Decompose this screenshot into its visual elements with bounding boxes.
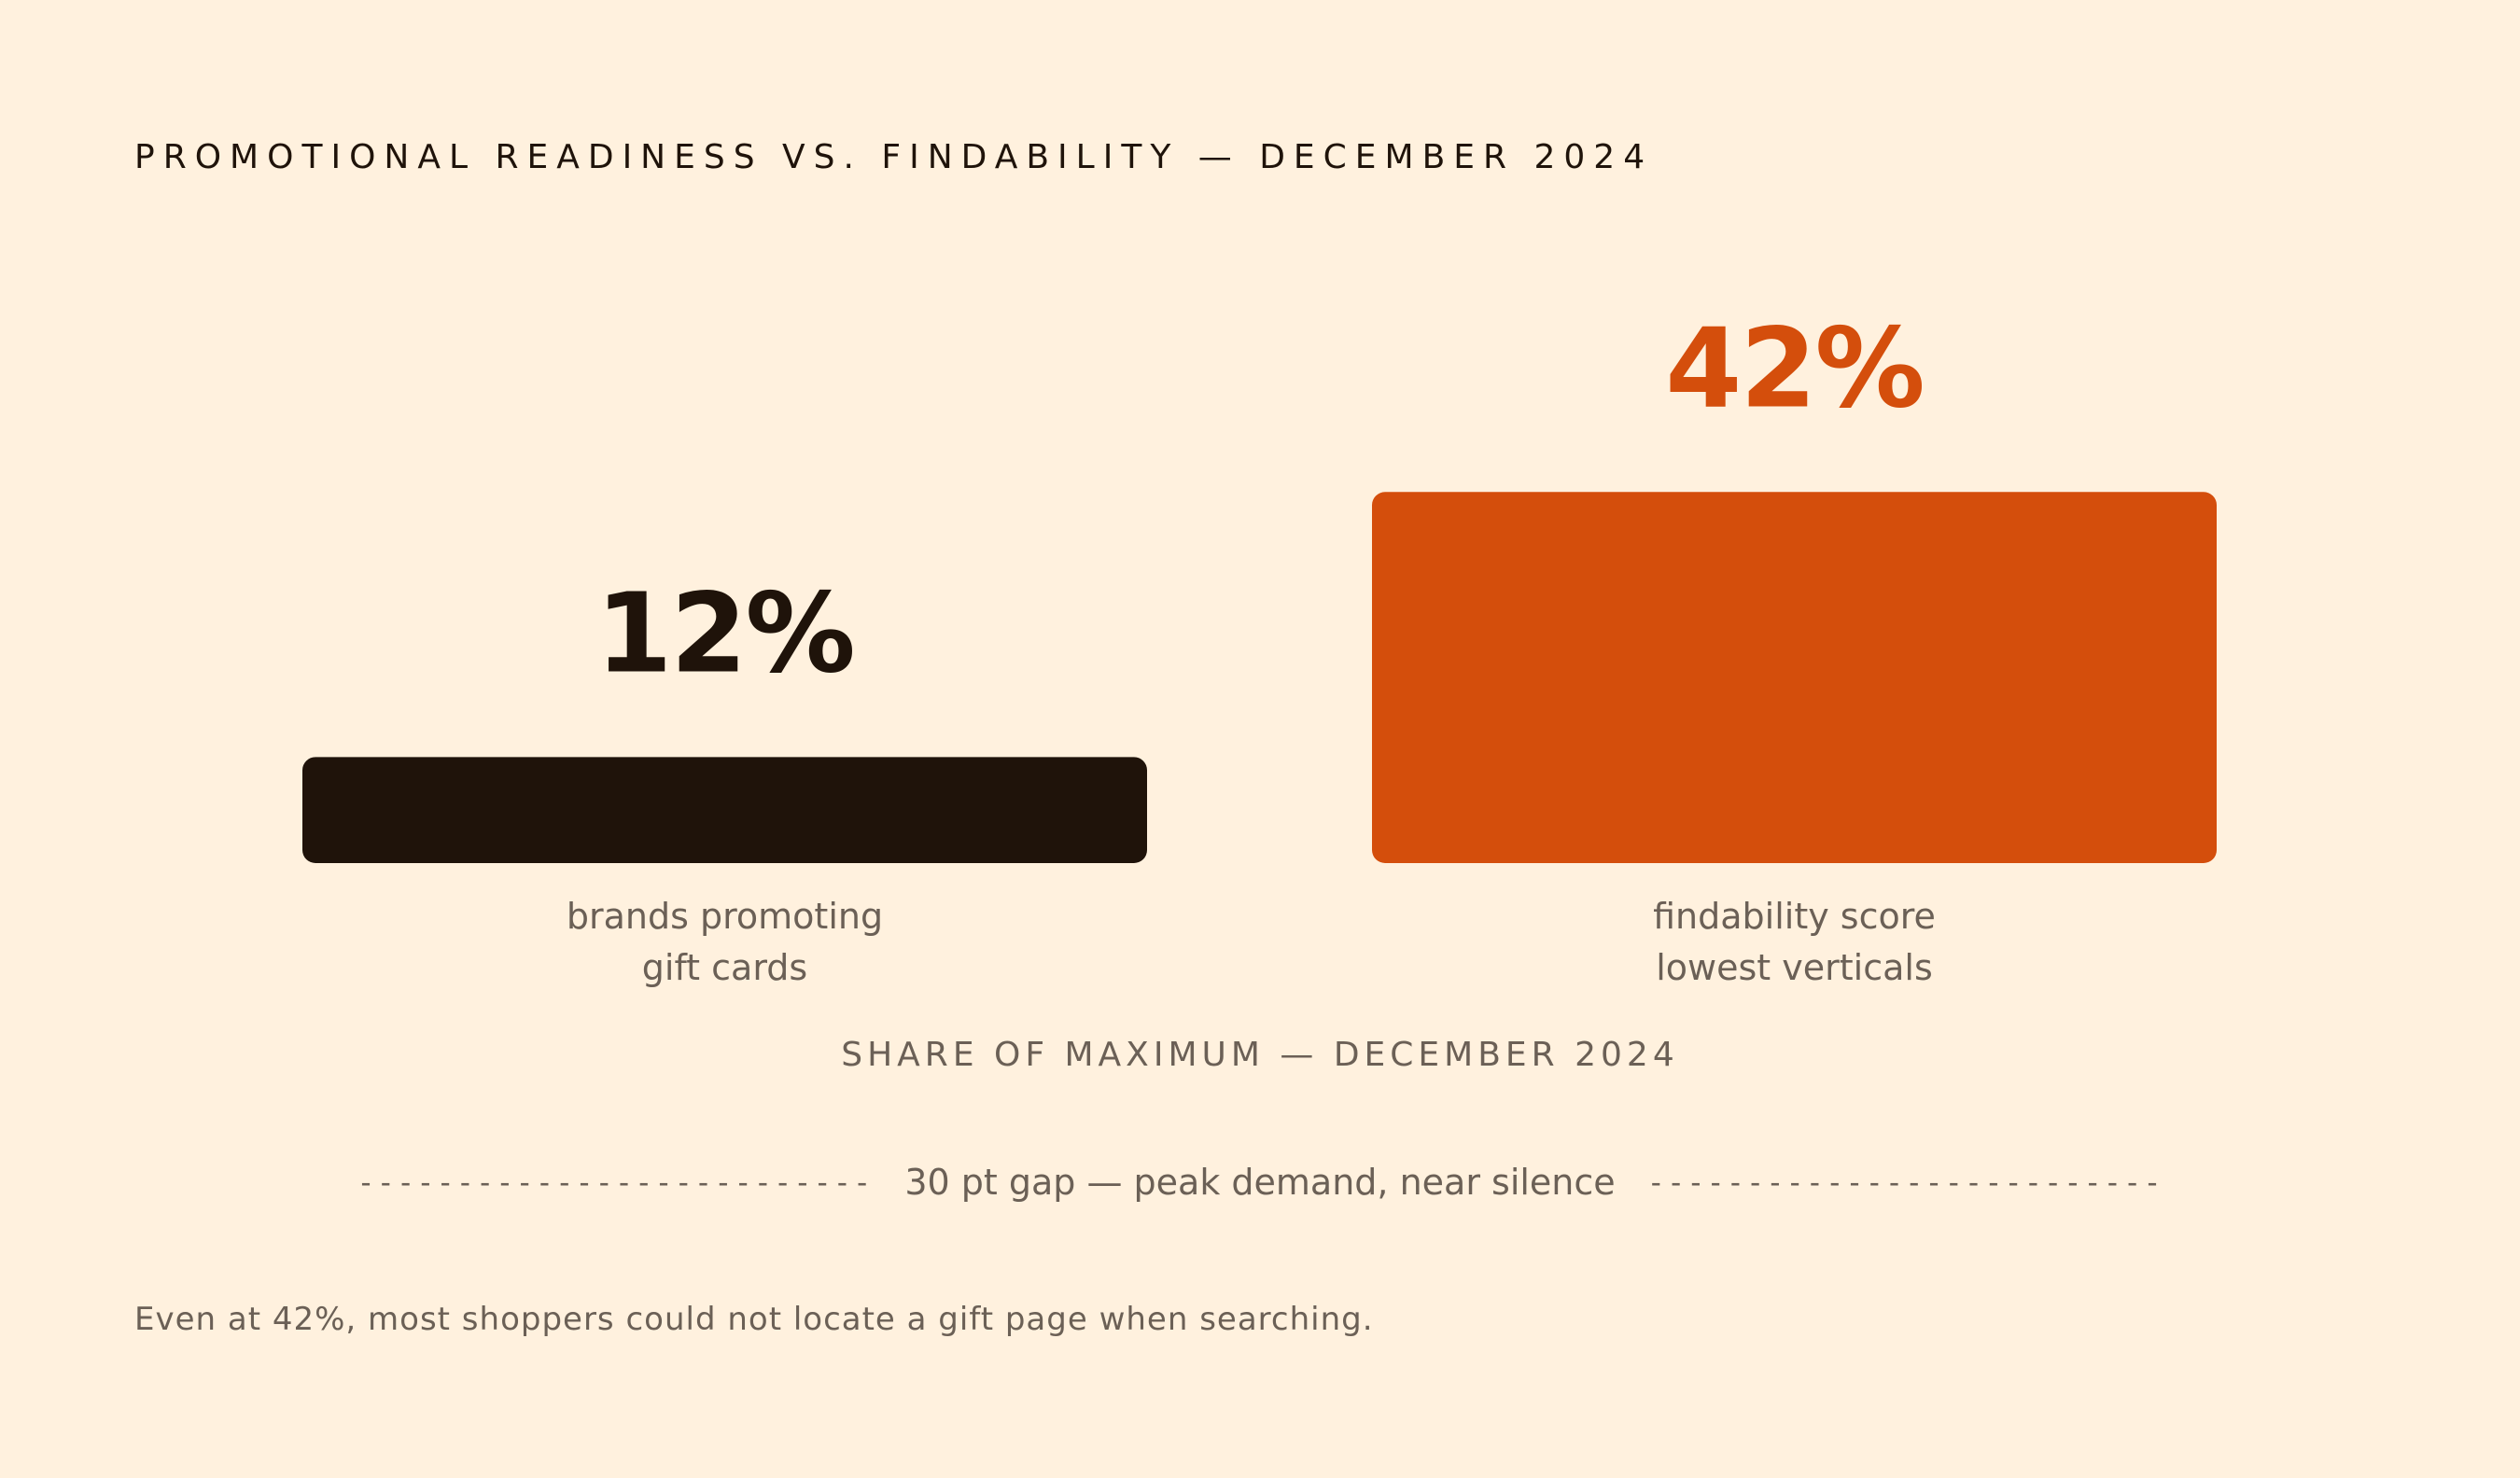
bar-1-category-label: brands promoting [567,896,883,937]
bar-2-category-label: lowest verticals [1656,947,1933,988]
chart-subtitle: SHARE OF MAXIMUM — DECEMBER 2024 [841,1036,1679,1074]
footnote: Even at 42%, most shoppers could not loc… [134,1301,1374,1338]
bar-1-value-label: 12% [595,568,853,697]
bar-2-value-label: 42% [1665,303,1923,432]
bar-2-category-label: findability score [1653,896,1936,937]
gap-dashes-right: -------------------------- [1646,1164,2163,1200]
bar-1 [302,757,1147,863]
bar-1-category-label: gift cards [642,947,807,988]
bar-2 [1372,492,2217,863]
chart-title: PROMOTIONAL READINESS VS. FINDABILITY — … [134,138,1654,176]
gap-annotation: -------------------------- 30 pt gap — p… [0,1162,2520,1203]
gap-dashes-left: -------------------------- [357,1164,874,1200]
gap-label: 30 pt gap — peak demand, near silence [904,1162,1616,1203]
